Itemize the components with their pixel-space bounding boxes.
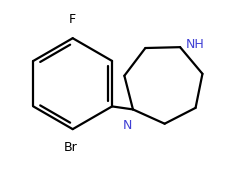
Text: NH: NH (185, 39, 203, 52)
Text: N: N (122, 119, 132, 132)
Text: F: F (69, 13, 76, 26)
Text: Br: Br (63, 141, 77, 154)
